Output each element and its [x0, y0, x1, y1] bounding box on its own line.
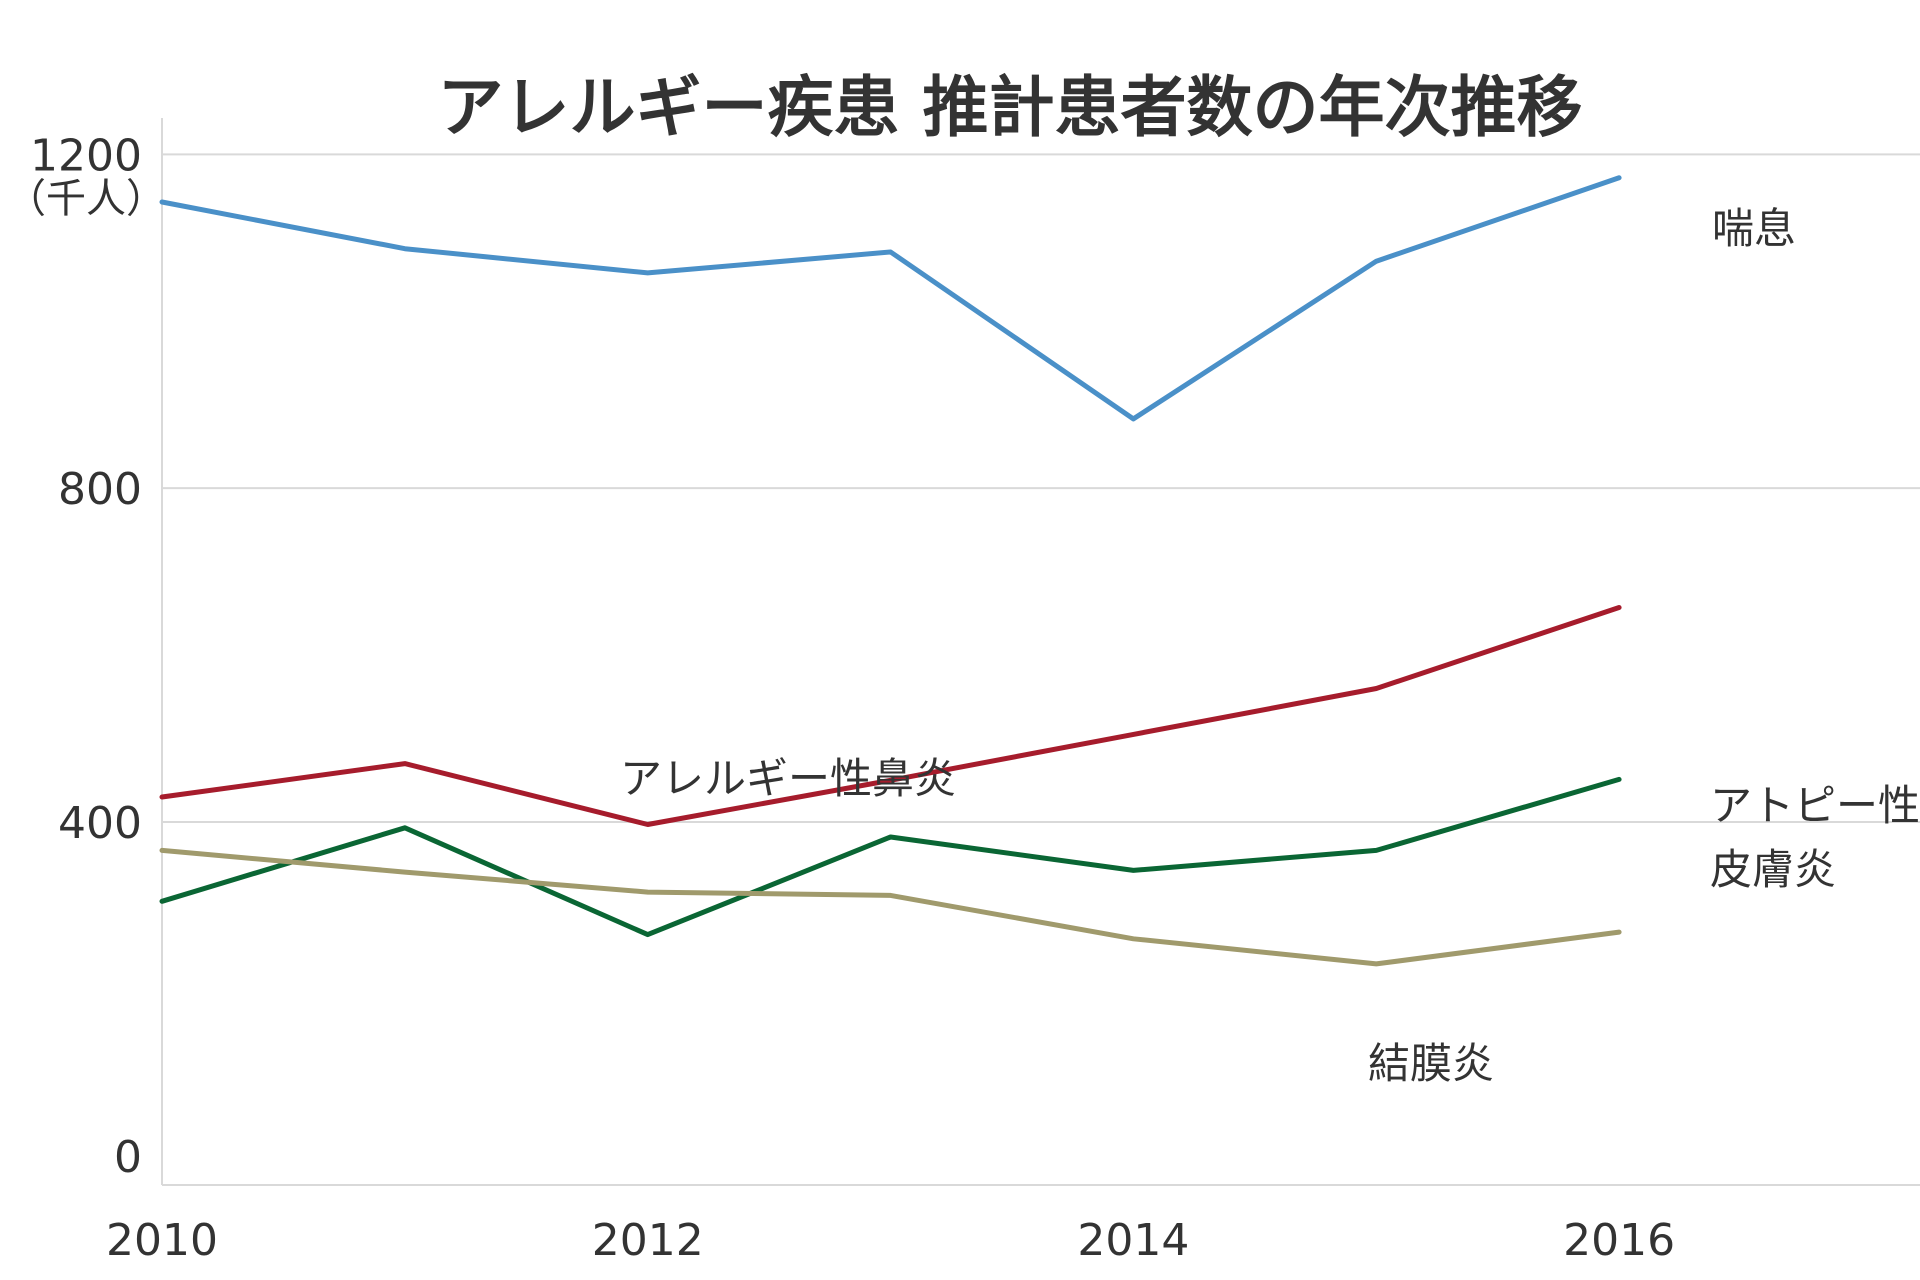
x-tick-label-2016: 2016 — [1563, 1215, 1675, 1266]
series-line-allergic-rhinitis — [159, 605, 1622, 827]
series-lines — [159, 175, 1622, 967]
x-tick-label-2012: 2012 — [592, 1215, 704, 1266]
series-line-atopic-dermatitis — [159, 776, 1622, 938]
chart-title: アレルギー疾患 推計患者数の年次推移 — [438, 69, 1583, 146]
series-label-atopic-dermatitis: アトピー性 皮膚炎 — [1710, 781, 1920, 894]
y-axis-ticks: 0 400 800 1200 — [30, 130, 142, 1182]
y-axis-unit-label: （千人） — [6, 176, 166, 222]
x-tick-label-2014: 2014 — [1077, 1215, 1189, 1266]
series-label-conjunctivitis: 結膜炎 — [1368, 1039, 1494, 1088]
gridlines — [162, 153, 1920, 823]
y-tick-label-800: 800 — [58, 464, 142, 515]
series-label-allergic-rhinitis: アレルギー性鼻炎 — [620, 754, 956, 803]
y-tick-label-1200: 1200 — [30, 130, 142, 181]
y-tick-label-400: 400 — [58, 798, 142, 849]
x-axis-ticks: 2010 2012 2014 2016 — [106, 1215, 1675, 1266]
y-tick-label-0: 0 — [114, 1132, 142, 1183]
series-line-asthma — [159, 175, 1622, 422]
series-line-conjunctivitis — [159, 847, 1622, 967]
series-label-asthma: 喘息 — [1712, 204, 1796, 253]
x-tick-label-2010: 2010 — [106, 1215, 218, 1266]
series-labels: 喘息 アレルギー性鼻炎 アトピー性 皮膚炎 結膜炎 — [620, 204, 1920, 1088]
